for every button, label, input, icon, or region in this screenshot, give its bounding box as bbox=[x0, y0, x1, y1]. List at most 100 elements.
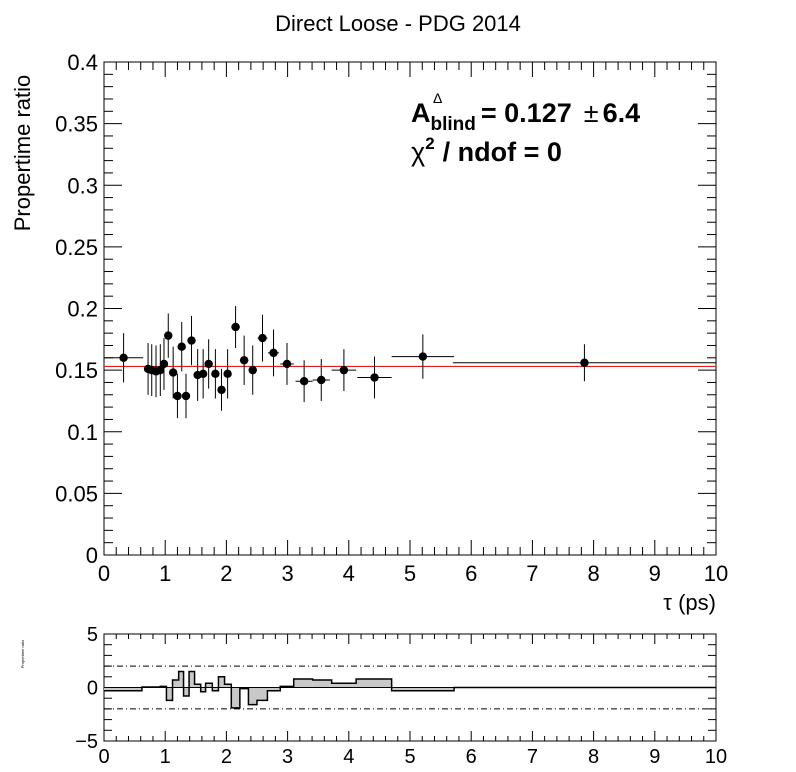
data-point bbox=[164, 313, 173, 358]
ratio-x-tick-label: 8 bbox=[588, 746, 599, 768]
ratio-x-tick-label: 3 bbox=[282, 746, 293, 768]
x-tick-label: 4 bbox=[343, 561, 355, 586]
data-point bbox=[173, 373, 182, 419]
data-marker bbox=[181, 391, 191, 401]
data-point bbox=[177, 322, 186, 372]
main-plot-frame bbox=[103, 61, 717, 556]
y-tick-label: 0 bbox=[86, 543, 98, 568]
data-point bbox=[159, 338, 169, 390]
y-tick-label: 0.2 bbox=[67, 297, 98, 322]
ratio-x-tick-label: 0 bbox=[98, 746, 109, 768]
ratio-x-tick-label: 9 bbox=[649, 746, 660, 768]
ratio-x-tick-label: 2 bbox=[221, 746, 232, 768]
pull-bar bbox=[104, 687, 142, 691]
data-point bbox=[257, 314, 268, 362]
ratio-x-tick-label: 7 bbox=[527, 746, 538, 768]
x-tick-label: 9 bbox=[649, 561, 661, 586]
data-point bbox=[223, 349, 232, 399]
data-marker bbox=[198, 369, 208, 379]
pull-bar bbox=[194, 684, 201, 688]
asym-value: = 0.127 bbox=[481, 98, 572, 128]
x-tick-label: 10 bbox=[704, 561, 728, 586]
data-marker bbox=[418, 352, 428, 361]
chi-superscript: 2 bbox=[425, 134, 434, 153]
chi-rest: / ndof = 0 bbox=[443, 137, 562, 167]
pull-bar bbox=[172, 680, 179, 688]
data-point bbox=[331, 349, 357, 392]
data-marker bbox=[258, 333, 267, 343]
pull-bar bbox=[312, 680, 332, 688]
data-point bbox=[357, 356, 392, 399]
pull-bar bbox=[224, 684, 232, 688]
data-marker bbox=[269, 348, 278, 358]
asym-subscript: blind bbox=[431, 114, 476, 135]
plus-minus-sign: ± bbox=[584, 98, 599, 128]
x-tick-label: 8 bbox=[587, 561, 599, 586]
x-axis-label: τ (ps) bbox=[663, 590, 716, 615]
ratio-x-tick-label: 5 bbox=[404, 746, 415, 768]
pull-bar bbox=[267, 687, 281, 691]
data-marker bbox=[159, 359, 169, 369]
x-tick-label: 7 bbox=[526, 561, 538, 586]
asym-error: 6.4 bbox=[603, 98, 641, 128]
data-point bbox=[452, 344, 716, 382]
x-tick-label: 2 bbox=[220, 561, 232, 586]
pull-bar bbox=[231, 687, 240, 708]
fit-result-annotation: Ablind = 0.127 ±6.4 bbox=[411, 98, 640, 135]
asym-symbol: A bbox=[411, 98, 431, 128]
pull-bar bbox=[356, 678, 392, 688]
data-marker bbox=[173, 391, 182, 401]
data-marker bbox=[580, 358, 589, 367]
data-marker bbox=[248, 365, 257, 375]
pull-bar bbox=[331, 683, 357, 688]
data-marker bbox=[177, 342, 186, 351]
ratio-x-tick-label: 4 bbox=[343, 746, 354, 768]
pull-bar bbox=[178, 671, 184, 688]
x-tick-label: 3 bbox=[281, 561, 293, 586]
data-point bbox=[217, 368, 226, 411]
ratio-x-tick-label: 1 bbox=[160, 746, 171, 768]
data-marker bbox=[119, 353, 128, 362]
data-marker bbox=[317, 375, 326, 385]
y-tick-label: 0.4 bbox=[67, 50, 98, 75]
data-point bbox=[231, 306, 240, 348]
ratio-y-tick-label: −5 bbox=[75, 731, 98, 753]
data-marker bbox=[204, 359, 213, 369]
data-marker bbox=[164, 331, 173, 340]
data-marker bbox=[211, 369, 220, 379]
data-point bbox=[168, 346, 178, 399]
ratio-x-tick-label: 6 bbox=[466, 746, 477, 768]
data-point bbox=[187, 315, 196, 366]
ratio-y-tick-label: 0 bbox=[87, 678, 98, 700]
pull-bar bbox=[166, 687, 173, 701]
y-tick-label: 0.25 bbox=[55, 235, 98, 260]
y-tick-label: 0.1 bbox=[67, 420, 98, 445]
data-point bbox=[295, 360, 313, 403]
y-tick-label: 0.35 bbox=[55, 112, 98, 137]
ratio-y-tick-label: 5 bbox=[87, 624, 98, 646]
data-point bbox=[181, 373, 191, 419]
pull-bar bbox=[200, 687, 206, 692]
pull-bar bbox=[293, 678, 313, 688]
data-point bbox=[156, 344, 165, 397]
pull-bar bbox=[189, 671, 195, 688]
pull-bar bbox=[391, 687, 455, 691]
data-point bbox=[211, 349, 220, 399]
pull-bar bbox=[248, 687, 257, 705]
chi-symbol: χ bbox=[411, 137, 425, 167]
data-marker bbox=[370, 373, 379, 382]
y-axis-label: Propertime ratio bbox=[10, 75, 35, 232]
pull-bar bbox=[205, 683, 213, 688]
pull-bar bbox=[257, 687, 268, 701]
data-marker bbox=[239, 356, 249, 365]
y-tick-label: 0.3 bbox=[67, 173, 98, 198]
data-point bbox=[198, 349, 208, 399]
data-point bbox=[204, 339, 213, 389]
pull-bar bbox=[218, 676, 225, 688]
data-point bbox=[239, 335, 249, 385]
x-tick-label: 6 bbox=[465, 561, 477, 586]
data-marker bbox=[223, 369, 232, 379]
data-point bbox=[391, 334, 455, 379]
data-marker bbox=[231, 322, 240, 332]
